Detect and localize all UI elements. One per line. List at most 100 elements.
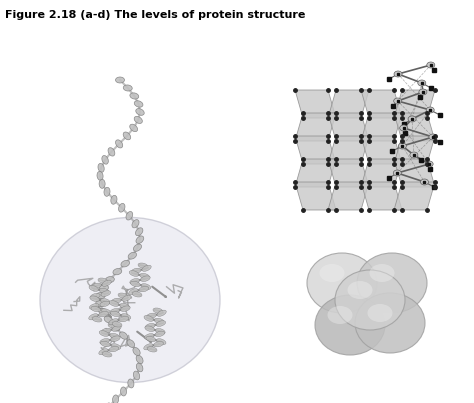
Ellipse shape xyxy=(132,220,139,228)
Ellipse shape xyxy=(111,344,121,349)
Ellipse shape xyxy=(111,298,121,303)
Ellipse shape xyxy=(130,93,139,99)
Ellipse shape xyxy=(147,347,157,352)
Ellipse shape xyxy=(156,321,165,326)
Ellipse shape xyxy=(98,164,104,172)
Ellipse shape xyxy=(146,313,156,318)
Ellipse shape xyxy=(108,323,118,328)
Ellipse shape xyxy=(398,143,406,149)
Ellipse shape xyxy=(123,132,131,140)
Ellipse shape xyxy=(144,344,153,350)
Ellipse shape xyxy=(127,340,135,347)
Ellipse shape xyxy=(113,268,122,275)
Polygon shape xyxy=(361,182,402,210)
Ellipse shape xyxy=(133,347,140,355)
Ellipse shape xyxy=(121,260,129,267)
Polygon shape xyxy=(295,182,336,210)
Ellipse shape xyxy=(109,319,118,325)
Ellipse shape xyxy=(90,296,100,301)
Ellipse shape xyxy=(110,309,119,314)
Ellipse shape xyxy=(105,276,114,283)
Ellipse shape xyxy=(155,318,164,324)
Ellipse shape xyxy=(110,333,119,339)
Polygon shape xyxy=(361,136,402,164)
Ellipse shape xyxy=(100,288,109,294)
Ellipse shape xyxy=(110,336,120,341)
Ellipse shape xyxy=(145,334,154,339)
Ellipse shape xyxy=(91,306,100,312)
Polygon shape xyxy=(328,182,369,210)
Ellipse shape xyxy=(420,179,428,185)
Ellipse shape xyxy=(394,71,402,77)
Polygon shape xyxy=(361,159,402,187)
Polygon shape xyxy=(394,159,435,187)
Ellipse shape xyxy=(90,303,99,310)
Ellipse shape xyxy=(92,317,102,322)
Ellipse shape xyxy=(102,352,112,357)
Ellipse shape xyxy=(101,328,111,334)
Ellipse shape xyxy=(109,301,119,306)
Ellipse shape xyxy=(120,303,129,309)
Ellipse shape xyxy=(98,278,108,283)
Ellipse shape xyxy=(97,171,103,180)
Ellipse shape xyxy=(400,125,408,131)
Polygon shape xyxy=(394,90,435,118)
Polygon shape xyxy=(328,136,369,164)
Ellipse shape xyxy=(393,170,401,176)
Polygon shape xyxy=(295,113,336,141)
Ellipse shape xyxy=(155,328,165,334)
Ellipse shape xyxy=(108,147,115,156)
FancyArrowPatch shape xyxy=(152,287,166,297)
Ellipse shape xyxy=(137,363,143,372)
Ellipse shape xyxy=(425,161,433,167)
Ellipse shape xyxy=(99,349,108,355)
Ellipse shape xyxy=(113,395,118,403)
Ellipse shape xyxy=(130,278,139,284)
Ellipse shape xyxy=(128,252,137,259)
Ellipse shape xyxy=(154,341,164,347)
Ellipse shape xyxy=(91,293,100,299)
FancyArrowPatch shape xyxy=(97,307,111,317)
Ellipse shape xyxy=(100,339,109,344)
Ellipse shape xyxy=(347,281,373,299)
Ellipse shape xyxy=(104,187,110,196)
Ellipse shape xyxy=(355,293,425,353)
Ellipse shape xyxy=(145,326,155,332)
Ellipse shape xyxy=(101,309,111,315)
Ellipse shape xyxy=(418,80,426,86)
Ellipse shape xyxy=(410,152,418,158)
Ellipse shape xyxy=(155,331,164,337)
Ellipse shape xyxy=(119,316,129,322)
Ellipse shape xyxy=(100,341,110,347)
Ellipse shape xyxy=(130,281,140,287)
Ellipse shape xyxy=(118,204,125,212)
Ellipse shape xyxy=(96,301,105,307)
Ellipse shape xyxy=(122,295,131,301)
Ellipse shape xyxy=(111,195,117,204)
Polygon shape xyxy=(328,159,369,187)
Ellipse shape xyxy=(129,270,139,276)
Ellipse shape xyxy=(119,332,128,339)
Ellipse shape xyxy=(120,387,127,396)
Ellipse shape xyxy=(118,293,128,298)
Ellipse shape xyxy=(130,124,137,132)
Ellipse shape xyxy=(111,324,120,331)
Ellipse shape xyxy=(328,306,353,324)
Ellipse shape xyxy=(89,314,98,320)
Ellipse shape xyxy=(136,236,144,243)
Ellipse shape xyxy=(116,140,123,148)
Ellipse shape xyxy=(123,85,132,91)
Ellipse shape xyxy=(101,291,110,296)
Ellipse shape xyxy=(133,371,140,380)
Ellipse shape xyxy=(104,316,113,323)
Ellipse shape xyxy=(112,325,121,331)
Ellipse shape xyxy=(99,308,107,315)
Ellipse shape xyxy=(142,265,151,271)
Ellipse shape xyxy=(110,311,120,317)
Polygon shape xyxy=(394,113,435,141)
Ellipse shape xyxy=(100,285,109,291)
Ellipse shape xyxy=(109,347,118,352)
Ellipse shape xyxy=(367,304,392,322)
Ellipse shape xyxy=(144,316,154,321)
Ellipse shape xyxy=(408,116,416,122)
